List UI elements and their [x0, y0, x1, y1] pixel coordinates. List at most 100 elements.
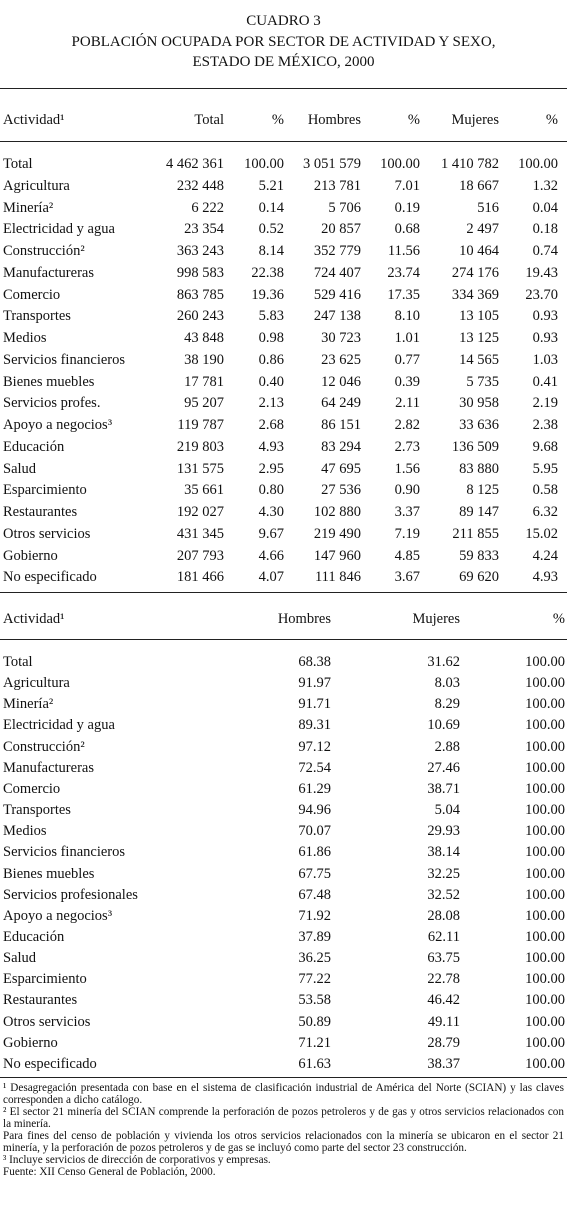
cell: 0.41: [532, 373, 558, 390]
cell: 61.29: [298, 780, 331, 797]
cell: 12 046: [321, 373, 361, 390]
cell: 1.32: [532, 177, 558, 194]
cell: 89.31: [298, 717, 331, 734]
row-label: Gobierno: [3, 547, 58, 564]
cell: 77.22: [298, 971, 331, 988]
cell: 2.82: [394, 417, 420, 433]
row-label: Esparcimiento: [3, 971, 87, 988]
row-label: Electricidad y agua: [3, 717, 115, 734]
cell: 0.04: [532, 199, 558, 216]
cell: 100.00: [525, 780, 565, 797]
cell: 363 243: [176, 243, 224, 259]
row-label: Agricultura: [3, 675, 70, 692]
cell: 32.52: [427, 886, 460, 903]
cell: 5.21: [258, 177, 284, 194]
row-label: Otros servicios: [3, 525, 91, 542]
column-header: %: [552, 611, 565, 627]
cell: 8.10: [394, 308, 420, 325]
cell: 5 735: [466, 373, 499, 390]
cell: 5.83: [258, 308, 284, 325]
cell: 49.11: [427, 1013, 460, 1030]
cell: 0.39: [394, 373, 420, 390]
cell: 10.69: [427, 717, 460, 734]
cell: 2.11: [395, 395, 420, 412]
cell: 71.21: [298, 1034, 331, 1051]
title: CUADRO 3: [246, 13, 321, 29]
cell: 94.96: [298, 802, 331, 819]
cell: 181 466: [176, 569, 224, 586]
cell: 0.52: [258, 221, 284, 238]
row-label: Electricidad y agua: [3, 221, 115, 238]
cell: 6 222: [191, 199, 224, 216]
cell: 219 803: [176, 438, 224, 455]
cell: 0.98: [258, 330, 284, 346]
footnote: Para fines del censo de población y vivi…: [3, 1130, 564, 1154]
row-label: Manufactureras: [3, 759, 94, 776]
row-label: Comercio: [3, 780, 61, 797]
column-header: Mujeres: [451, 112, 499, 128]
row-label: Servicios financieros: [3, 844, 126, 861]
row-label: Servicios profes.: [3, 395, 101, 412]
cell: 100.00: [525, 844, 565, 861]
cell: 1.56: [394, 460, 420, 477]
cell: 2.19: [532, 395, 558, 412]
cell: 0.58: [532, 482, 558, 499]
footnote: Fuente: XII Censo General de Población, …: [3, 1166, 216, 1178]
cell: 19.43: [525, 264, 558, 281]
row-label: Apoyo a negocios³: [3, 907, 113, 924]
cell: 47 695: [321, 460, 361, 477]
cell: 38.71: [427, 780, 460, 797]
cell: 0.40: [258, 373, 284, 390]
cell: 4.93: [532, 569, 558, 586]
cell: 64 249: [321, 395, 361, 412]
cell: 100.00: [244, 156, 284, 172]
row-label: Salud: [3, 950, 37, 967]
cell: 97.12: [298, 738, 331, 755]
cell: 23 354: [184, 221, 224, 238]
cell: 53.58: [298, 992, 331, 1009]
cell: 29.93: [427, 823, 460, 840]
column-header: Total: [194, 112, 224, 128]
cell: 863 785: [176, 286, 224, 303]
cell: 724 407: [313, 264, 361, 281]
cell: 5.04: [434, 802, 460, 819]
cell: 0.14: [258, 199, 284, 216]
cell: 3 051 579: [303, 156, 361, 172]
cell: 334 369: [451, 286, 499, 303]
row-label: Comercio: [3, 286, 61, 303]
cell: 83 294: [321, 438, 361, 455]
cell: 100.00: [525, 717, 565, 734]
cell: 19.36: [251, 286, 284, 303]
row-label: No especificado: [3, 1055, 97, 1072]
cell: 102 880: [313, 504, 361, 520]
row-label: Esparcimiento: [3, 482, 87, 499]
cell: 2.13: [258, 395, 284, 412]
cell: 70.07: [298, 823, 331, 840]
column-header: %: [545, 112, 558, 128]
cell: 67.75: [298, 865, 331, 882]
cell: 5 706: [328, 199, 361, 216]
cell: 27 536: [321, 482, 361, 499]
column-header: Mujeres: [412, 611, 460, 627]
cell: 100.00: [525, 696, 565, 713]
cell: 86 151: [321, 417, 361, 433]
row-label: Servicios profesionales: [3, 886, 138, 903]
cell: 100.00: [525, 1013, 565, 1030]
column-header: Hombres: [307, 112, 361, 128]
row-label: Gobierno: [3, 1034, 58, 1051]
column-header: Actividad¹: [3, 112, 65, 128]
cell: 207 793: [176, 547, 224, 564]
rule: [0, 88, 567, 89]
cell: 0.68: [394, 221, 420, 238]
cell: 8.03: [434, 675, 460, 692]
cell: 4.66: [258, 547, 284, 564]
cell: 95 207: [184, 395, 224, 412]
cell: 232 448: [176, 177, 224, 194]
cell: 23.70: [525, 286, 558, 303]
cell: 23 625: [321, 351, 361, 368]
cell: 35 661: [184, 482, 224, 499]
cell: 1.03: [532, 351, 558, 368]
row-label: Servicios financieros: [3, 351, 126, 368]
cell: 22.78: [427, 971, 460, 988]
